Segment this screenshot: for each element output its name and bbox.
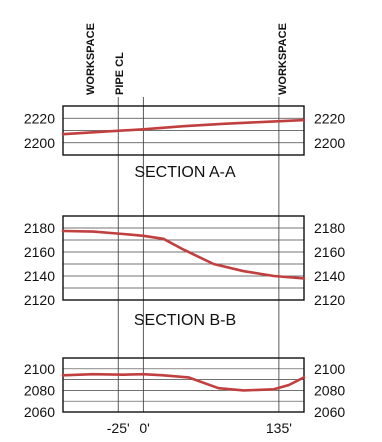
section-b-b-panel: 2120 2120 2140 2140 2160 2160 2180 2180 (24, 215, 345, 308)
x-tick-label: 0' (139, 420, 149, 436)
workspace-left-label: WORKSPACE (85, 23, 97, 95)
y-tick-label-left: 2120 (24, 292, 55, 308)
y-tick-label-right: 2220 (314, 110, 345, 126)
x-tick-label: 135' (266, 420, 292, 436)
y-tick-label-left: 2100 (24, 361, 55, 377)
vertical-guides (117, 97, 280, 412)
ground-profile-line (61, 118, 306, 136)
y-tick-label-right: 2060 (314, 404, 345, 420)
panel-frame (62, 357, 305, 413)
ground-profile-line (61, 372, 306, 392)
panel-frame (62, 105, 305, 156)
pipe-cl-label: PIPE CL (114, 52, 126, 95)
y-tick-label-left: 2200 (24, 135, 55, 151)
y-tick-label-right: 2160 (314, 244, 345, 260)
workspace-right-label: WORKSPACE (277, 23, 289, 95)
y-tick-label-left: 2140 (24, 268, 55, 284)
y-tick-label-left: 2220 (24, 110, 55, 126)
panel-frame (62, 215, 305, 301)
x-tick-label: -25' (107, 420, 130, 436)
y-tick-label-left: 2160 (24, 244, 55, 260)
y-tick-label-right: 2180 (314, 220, 345, 236)
ground-profile-line (61, 229, 306, 280)
section-c-panel: 2060 2060 2080 2080 2100 2100 (24, 357, 345, 420)
y-tick-label-right: 2100 (314, 361, 345, 377)
y-tick-label-left: 2060 (24, 404, 55, 420)
section-a-a-panel: 2200 2200 2220 2220 (24, 105, 345, 156)
section-a-a-caption: SECTION A-A (134, 164, 236, 181)
section-b-b-caption: SECTION B-B (134, 312, 236, 329)
y-tick-label-right: 2080 (314, 382, 345, 398)
y-tick-label-left: 2180 (24, 220, 55, 236)
y-tick-label-right: 2140 (314, 268, 345, 284)
y-tick-label-left: 2080 (24, 382, 55, 398)
y-tick-label-right: 2120 (314, 292, 345, 308)
x-tick-labels: -25' 0' 135' (107, 420, 292, 436)
y-tick-label-right: 2200 (314, 135, 345, 151)
